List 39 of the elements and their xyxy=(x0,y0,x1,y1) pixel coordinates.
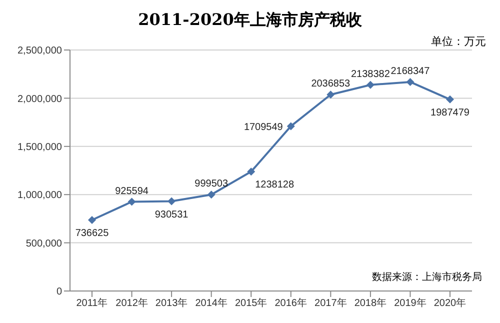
y-tick-label: 2,500,000 xyxy=(18,46,62,57)
x-tick-label: 2012年 xyxy=(116,297,148,310)
y-tick-label: 2,000,000 xyxy=(18,94,62,105)
text: 单位：万元 xyxy=(431,35,486,49)
y-tick-label: 1,500,000 xyxy=(18,142,62,153)
annotation: 数据来源：上海市税务局 xyxy=(372,270,482,284)
data-label: 736625 xyxy=(75,228,110,239)
x-tick-label: 2019年 xyxy=(394,297,426,310)
point xyxy=(168,197,176,206)
data-label: 2168347 xyxy=(390,66,430,77)
data-label: 999503 xyxy=(194,178,228,190)
y-tick-label: 500,000 xyxy=(26,238,62,250)
point xyxy=(366,80,374,89)
point xyxy=(247,168,256,176)
data-label: 2138382 xyxy=(350,68,390,80)
point xyxy=(128,198,136,206)
x-tick-label: 2015年 xyxy=(234,297,268,310)
point xyxy=(88,216,96,224)
data-label: 1987479 xyxy=(430,107,470,118)
point xyxy=(406,78,414,86)
point xyxy=(207,190,216,199)
x-tick-label: 2011年 xyxy=(76,297,108,310)
chart-title: 2011-2020年上海市房产税收 xyxy=(137,9,363,31)
data-label: 930531 xyxy=(154,209,189,220)
y-tick-label: 0 xyxy=(56,286,62,298)
data-label: 2036853 xyxy=(311,78,351,90)
point xyxy=(326,90,335,99)
x-tick-label: 2018年 xyxy=(354,297,387,310)
data-label: 925594 xyxy=(115,186,149,197)
data-label: 1238128 xyxy=(255,180,294,191)
x-tick-label: 2016年 xyxy=(274,297,308,310)
data-label: 1709549 xyxy=(244,122,284,134)
x-tick-label: 2014年 xyxy=(195,297,228,310)
x-tick-label: 2017年 xyxy=(314,297,347,310)
y-tick-label: 1,000,000 xyxy=(18,190,62,202)
point xyxy=(446,95,454,104)
x-tick-label: 2020年 xyxy=(434,297,466,310)
point xyxy=(286,122,295,130)
x-tick-label: 2013年 xyxy=(155,297,188,310)
